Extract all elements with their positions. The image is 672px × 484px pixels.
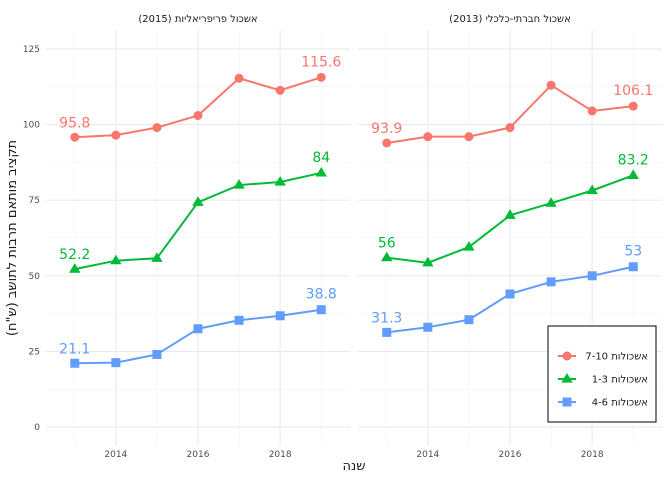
x-tick-label: 2016 [499,450,522,460]
data-label-first: 95.8 [59,115,90,131]
data-point [151,252,163,262]
panel-1: אשכול פריפריאליות (2015) 2014 2016 2018 95.8… [46,6,350,460]
data-point [423,132,433,142]
data-point [111,358,121,368]
x-axis-title: שנה [343,459,366,474]
data-point [315,166,327,177]
data-point [587,271,597,281]
y-tick-label: 50 [29,272,41,282]
data-point [627,169,639,179]
panel-strip [358,6,662,30]
y-tick-label: 125 [23,45,40,55]
data-point [463,241,475,251]
data-label-last: 106.1 [613,83,653,99]
panel-strip [46,6,350,30]
legend: אשכולות 7-10 אשכולות 1-3 אשכולות 4-6 [547,325,657,423]
data-label-last: 84 [312,150,330,166]
data-point [382,138,392,148]
panel-title: אשכול חברתי-כלכלי (2013) [449,14,571,25]
data-point [546,277,556,287]
data-point [234,73,244,83]
data-point [504,209,516,219]
data-point [546,80,556,90]
data-point [69,263,81,273]
data-point [152,123,162,133]
x-tick-label: 2018 [269,450,292,460]
data-label-last: 115.6 [301,54,341,70]
data-point [70,358,80,368]
data-point [505,123,515,133]
data-label-first: 93.9 [371,121,402,137]
data-point [192,196,204,206]
y-axis-title: תקציב מותאם תרבות לתושב (ש"ח) [5,140,20,336]
legend-label: אשכולות 4-6 [592,398,648,409]
x-tick-label: 2014 [104,450,127,460]
data-point [110,254,122,265]
legend-label: אשכולות 1-3 [592,375,648,386]
x-tick-label: 2016 [187,450,210,460]
data-point [316,305,326,315]
data-point [464,132,474,142]
data-point [274,176,286,186]
data-point [111,130,121,140]
data-point [70,132,80,142]
legend-key-marker [561,373,573,383]
data-label-last: 53 [624,244,642,260]
panel-title: אשכול פריפריאליות (2015) [138,14,257,25]
data-point [423,322,433,332]
data-point [381,251,393,262]
data-point [382,327,392,337]
data-point [422,256,434,267]
data-point [234,315,244,325]
data-label-first: 52.2 [59,247,90,263]
data-point [275,311,285,321]
data-point [275,85,285,95]
legend-key-marker [562,397,572,407]
data-label-last: 83.2 [618,152,649,168]
legend-key-marker [562,351,572,361]
data-point [152,349,162,359]
data-label-last: 38.8 [306,287,337,303]
data-label-first: 56 [378,236,396,252]
data-point [233,179,245,189]
data-point [316,72,326,82]
data-point [628,101,638,111]
data-label-first: 21.1 [59,341,90,357]
data-point [586,184,598,195]
data-label-first: 31.3 [371,310,402,326]
data-point [505,289,515,299]
y-tick-label: 100 [23,121,40,131]
y-tick-label: 25 [29,347,40,357]
x-tick-label: 2014 [416,450,439,460]
y-tick-label: 0 [34,423,40,433]
x-tick-label: 2018 [581,450,604,460]
data-point [545,197,557,207]
data-point [464,315,474,325]
panel-2: אשכול חברתי-כלכלי (2013) 2014 2016 2018 93.9… [358,6,662,460]
data-point [628,262,638,272]
data-point [193,110,203,120]
data-point [193,324,203,334]
data-point [587,106,597,116]
legend-label: אשכולות 7-10 [585,352,648,363]
y-tick-label: 75 [29,196,40,206]
